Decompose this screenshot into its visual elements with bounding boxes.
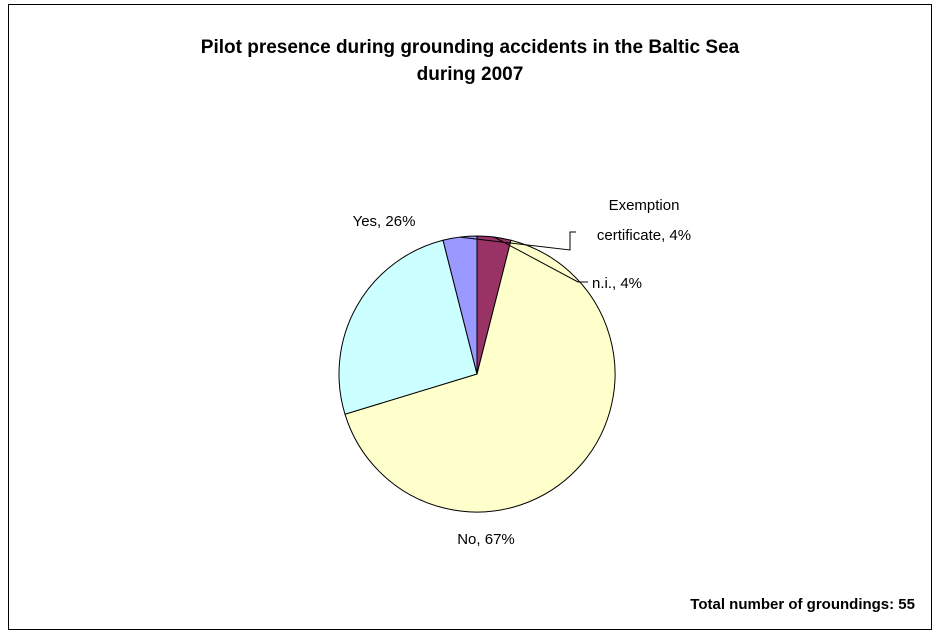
data-label-yes: Yes, 26% [353, 213, 416, 230]
chart-title-line-1: Pilot presence during grounding accident… [200, 37, 740, 58]
chart-title-line-2: during 2007 [416, 64, 524, 85]
leader-line-n-i [493, 236, 588, 283]
chart-title: Pilot presence during grounding accident… [60, 34, 880, 88]
data-label-exemption-certificate: Exemption certificate, 4% [597, 197, 691, 244]
data-label-n-i: n.i., 4% [592, 275, 642, 292]
pie-slice-no [344, 239, 616, 513]
total-groundings-note: Total number of groundings: 55 [690, 596, 915, 613]
pie-slice-yes [338, 239, 478, 415]
leader-line-exemption-certificate [459, 231, 576, 251]
pie-slice-exemption-certificate [442, 235, 478, 375]
data-label-no: No, 67% [457, 531, 515, 548]
